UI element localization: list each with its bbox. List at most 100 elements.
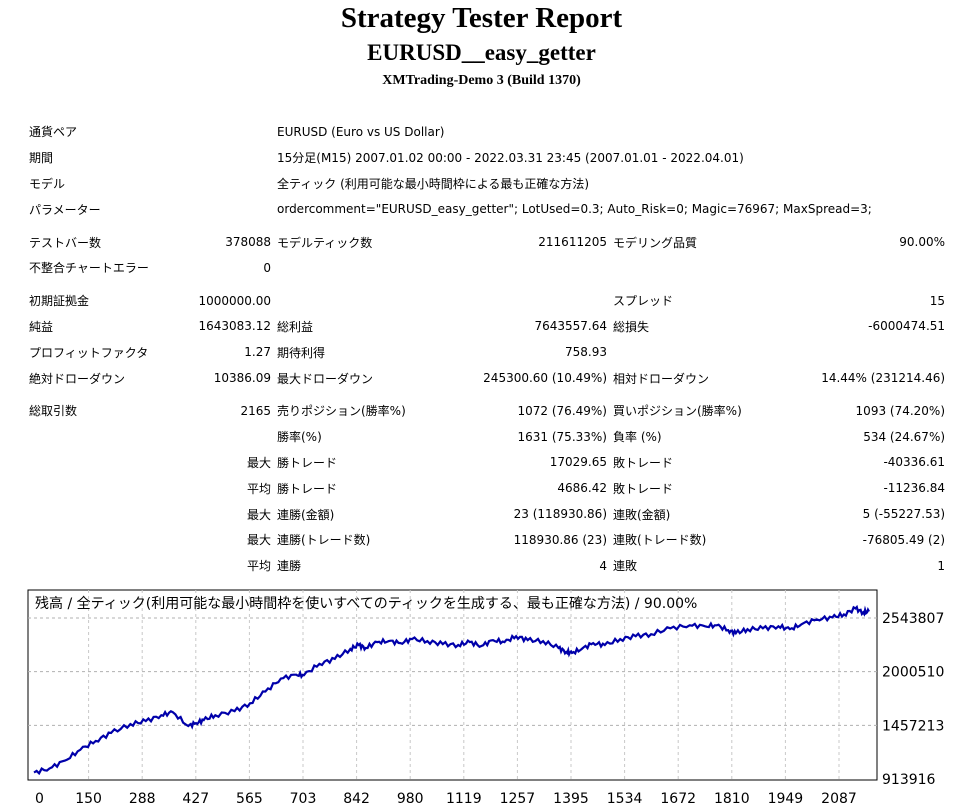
value: -11236.84 (883, 481, 946, 496)
label: 勝トレード (277, 455, 338, 470)
balance-series-line (33, 604, 870, 776)
label: 総損失 (613, 319, 650, 334)
value: 7643557.64 (534, 319, 607, 334)
label: 勝トレード (277, 481, 338, 496)
report-title: Strategy Tester Report (340, 2, 623, 34)
stats-row-profit: 純益 1643083.12 総利益 7643557.64 総損失 -600047… (26, 314, 948, 340)
value: 118930.86 (23) (513, 532, 607, 547)
stats-row-max-cons-count: 最大 連勝(トレード数) 118930.86 (23) 連敗(トレード数) -7… (26, 527, 948, 553)
stats-row-bars: テストバー数 378088 モデルティック数 211611205 モデリング品質… (26, 229, 948, 255)
stats-row-drawdown: 絶対ドローダウン 10386.09 最大ドローダウン 245300.60 (10… (26, 365, 948, 391)
prefix: 最大 (246, 533, 271, 548)
value: 1072 (76.49%) (517, 403, 607, 418)
stats-row-winrate: 勝率(%) 1631 (75.33%) 負率 (%) 534 (24.67%) (26, 424, 948, 450)
value: 1 (937, 558, 946, 573)
label: プロフィットファクタ (29, 345, 149, 360)
x-tick-label: 842 (343, 791, 370, 807)
label: モデリング品質 (613, 235, 698, 250)
label: 初期証拠金 (29, 294, 90, 309)
y-tick-label: 1457213 (882, 718, 944, 734)
value: 1631 (75.33%) (517, 429, 607, 444)
value: 90.00% (899, 235, 946, 250)
label: 総取引数 (29, 404, 78, 419)
value: 758.93 (565, 345, 607, 360)
x-tick-labels: 0 150 288 427 565 703 842 980 1119 1257 1395 1534 16… (35, 791, 857, 807)
label: 最大ドローダウン (277, 371, 374, 386)
value: EURUSD (Euro vs US Dollar) (277, 124, 445, 139)
chart-title: 残高 / 全ティック(利用可能な最小時間枠を使いすべてのティックを生成する、最も… (35, 595, 697, 612)
label: 敗トレード (613, 481, 674, 496)
x-tick-label: 1534 (607, 791, 643, 807)
label: 通貨ペア (29, 125, 78, 140)
label: 買いポジション(勝率%) (613, 404, 742, 419)
label: テストバー数 (29, 235, 102, 250)
stats-row-max-cons-amount: 最大 連勝(金額) 23 (118930.86) 連敗(金額) 5 (-5522… (26, 501, 948, 527)
y-tick-label: 2000510 (882, 665, 944, 681)
value: 2165 (240, 403, 271, 418)
x-tick-label: 427 (182, 791, 209, 807)
value: ordercomment="EURUSD_easy_getter"; LotUs… (277, 202, 872, 217)
y-tick-label: 913916 (882, 772, 936, 788)
label: 敗トレード (613, 455, 674, 470)
balance-chart: 残高 / 全ティック(利用可能な最小時間枠を使いすべてのティックを生成する、最も… (27, 589, 944, 807)
stats-row-largest: 最大 勝トレード 17029.65 敗トレード -40336.61 (26, 450, 948, 476)
value: 17029.65 (549, 455, 607, 470)
x-tick-label: 1949 (768, 791, 804, 807)
x-tick-label: 703 (290, 791, 317, 807)
label: 負率 (%) (613, 430, 662, 445)
label: 連勝(金額) (277, 507, 335, 522)
x-tick-label: 1119 (446, 791, 482, 807)
label: モデルティック数 (277, 235, 373, 250)
value: 245300.60 (10.49%) (483, 371, 607, 386)
x-tick-label: 565 (236, 791, 263, 807)
value: 10386.09 (213, 371, 271, 386)
prefix: 最大 (246, 507, 271, 522)
info-row-model: モデル 全ティック (利用可能な最小時間枠による最も正確な方法) (26, 171, 948, 197)
x-tick-label: 1257 (500, 791, 536, 807)
report-table: 通貨ペア EURUSD (Euro vs US Dollar) 期間 15分足(… (26, 119, 948, 579)
label: パラメーター (29, 202, 101, 217)
label: 絶対ドローダウン (29, 371, 126, 386)
x-tick-label: 0 (35, 791, 44, 807)
value: 全ティック (利用可能な最小時間枠による最も正確な方法) (277, 176, 590, 191)
value: 1093 (74.20%) (855, 403, 946, 418)
info-row-symbol: 通貨ペア EURUSD (Euro vs US Dollar) (26, 119, 948, 145)
x-tick-label: 1395 (553, 791, 589, 807)
label: 連敗(トレード数) (613, 533, 707, 548)
value: 1.27 (244, 345, 271, 360)
value: -40336.61 (883, 455, 946, 470)
value: 1000000.00 (198, 293, 271, 308)
value: -6000474.51 (868, 319, 946, 334)
value: 378088 (225, 235, 271, 250)
label: 連敗 (613, 559, 638, 574)
stats-row-trades: 総取引数 2165 売りポジション(勝率%) 1072 (76.49%) 買いポ… (26, 398, 948, 424)
value: 534 (24.67%) (863, 429, 946, 444)
prefix: 平均 (246, 559, 271, 574)
info-row-period: 期間 15分足(M15) 2007.01.02 00:00 - 2022.03.… (26, 145, 948, 171)
prefix: 最大 (246, 455, 271, 470)
value: 1643083.12 (198, 319, 271, 334)
value: 0 (263, 260, 271, 275)
label: モデル (29, 176, 66, 191)
label: 連勝(トレード数) (277, 533, 371, 548)
x-tick-label: 980 (397, 791, 424, 807)
stats-row-deposit: 初期証拠金 1000000.00 スプレッド 15 (26, 288, 948, 314)
label: 勝率(%) (277, 430, 322, 445)
value: 15 (929, 293, 946, 308)
label: 売りポジション(勝率%) (277, 404, 406, 419)
report-subtitle: EURUSD__easy_getter (367, 40, 596, 65)
plot-area (27, 589, 878, 781)
value: 23 (118930.86) (513, 507, 607, 522)
label: 連勝 (277, 559, 302, 574)
y-tick-labels: 2543807 2000510 1457213 913916 (882, 611, 944, 788)
value: 14.44% (231214.46) (821, 371, 946, 386)
label: 純益 (29, 319, 54, 334)
label: 不整合チャートエラー (29, 261, 149, 276)
x-tick-label: 150 (75, 791, 102, 807)
grid (28, 590, 877, 780)
prefix: 平均 (246, 481, 271, 496)
x-tick-label: 288 (129, 791, 156, 807)
value: 4 (599, 558, 607, 573)
stats-row-factor: プロフィットファクタ 1.27 期待利得 758.93 (26, 339, 948, 365)
label: 連敗(金額) (613, 507, 671, 522)
